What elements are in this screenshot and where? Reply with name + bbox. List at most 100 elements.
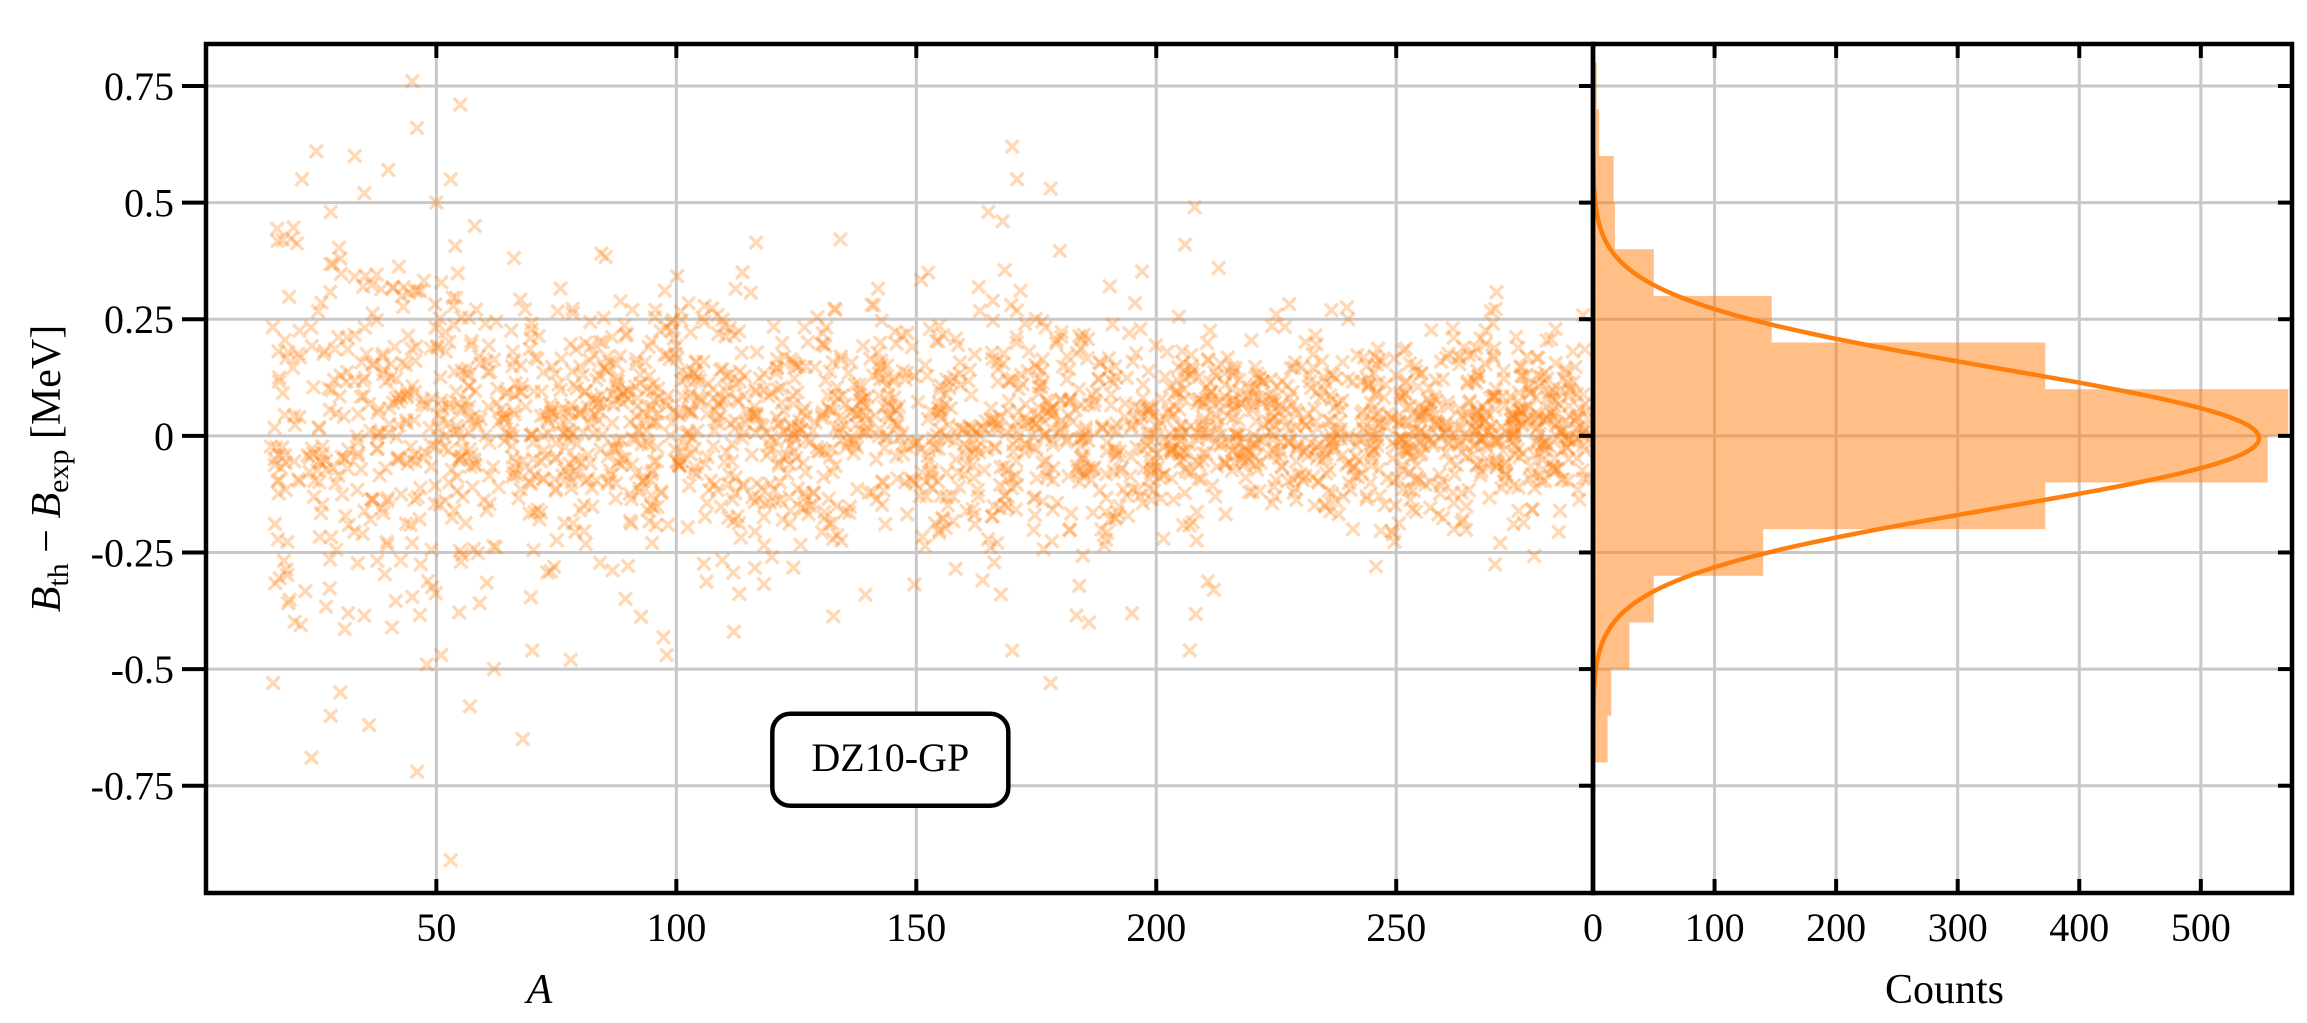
scatter-point [1268, 378, 1285, 395]
scatter-point [452, 543, 468, 559]
scatter-point [1300, 447, 1316, 464]
scatter-point [539, 564, 556, 581]
scatter-point [318, 461, 335, 477]
scatter-point [309, 462, 326, 479]
scatter-point [1239, 442, 1256, 458]
scatter-point [1280, 473, 1296, 489]
scatter-point [381, 416, 398, 432]
scatter-point [1480, 423, 1496, 439]
scatter-point [829, 498, 845, 514]
scatter-point [1408, 457, 1425, 474]
scatter-point [1459, 429, 1476, 446]
scatter-point [1402, 492, 1418, 508]
scatter-point [379, 493, 395, 509]
scatter-point [770, 381, 786, 398]
scatter-point [548, 435, 564, 451]
scatter-point [1371, 416, 1387, 432]
scatter-point [680, 519, 696, 535]
scatter-point [1171, 385, 1187, 401]
scatter-point [933, 410, 950, 427]
scatter-point [1200, 573, 1216, 590]
scatter-point [772, 492, 788, 508]
scatter-point [275, 385, 291, 401]
scatter-point [283, 231, 299, 247]
scatter-point [1510, 441, 1526, 457]
scatter-point [1473, 463, 1490, 479]
scatter-point [1170, 372, 1186, 389]
scatter-point [453, 362, 470, 379]
scatter-point [1536, 412, 1552, 428]
scatter-point [291, 409, 308, 425]
scatter-point [1345, 521, 1361, 537]
scatter-point [1195, 452, 1211, 469]
scatter-point [1305, 469, 1321, 485]
scatter-point [674, 444, 690, 460]
scatter-point [1171, 401, 1188, 418]
scatter-point [941, 417, 957, 433]
scatter-point [1358, 488, 1375, 505]
scatter-point [1488, 458, 1505, 474]
scatter-point [504, 422, 520, 438]
scatter-point [1443, 426, 1459, 442]
scatter-point [1524, 466, 1540, 482]
scatter-point [913, 464, 930, 480]
scatter-point [391, 387, 407, 404]
scatter-point [400, 327, 416, 344]
scatter-point [815, 404, 831, 420]
scatter-point [1484, 347, 1501, 364]
scatter-point [957, 446, 974, 463]
scatter-point [820, 400, 837, 417]
scatter-point [1446, 521, 1462, 537]
scatter-point [1445, 484, 1461, 501]
scatter-point [925, 430, 941, 446]
scatter-point [1297, 418, 1314, 434]
scatter-point [1539, 370, 1555, 387]
scatter-point [274, 439, 290, 456]
scatter-point [270, 343, 287, 360]
scatter-point [421, 420, 438, 436]
scatter-point [304, 441, 320, 457]
scatter-point [972, 303, 988, 319]
scatter-point [992, 500, 1008, 517]
scatter-point [989, 535, 1006, 551]
scatter-point [922, 321, 938, 337]
y-tick-label: 0.75 [104, 64, 174, 109]
scatter-point [1286, 484, 1302, 501]
scatter-point [322, 551, 338, 568]
scatter-point [1121, 325, 1137, 341]
scatter-point [756, 537, 772, 553]
scatter-point [399, 387, 415, 403]
scatter-point [1552, 502, 1568, 519]
scatter-point [1541, 385, 1557, 401]
scatter-point [529, 351, 546, 368]
scatter-point [700, 376, 716, 392]
scatter-point [1182, 418, 1199, 434]
scatter-point [496, 411, 512, 428]
scatter-point [1370, 405, 1387, 421]
scatter-point [1157, 431, 1173, 447]
scatter-point [1065, 413, 1081, 430]
scatter-point [1468, 457, 1485, 474]
scatter-point [1508, 329, 1524, 345]
scatter-point [997, 262, 1013, 278]
scatter-point [390, 449, 406, 466]
scatter-point [669, 351, 685, 367]
scatter-point [448, 290, 465, 306]
scatter-point [1371, 374, 1387, 391]
scatter-point [1277, 319, 1293, 335]
scatter-point [350, 555, 366, 571]
scatter-point [1132, 488, 1148, 504]
scatter-point [668, 453, 685, 470]
scatter-point [1401, 440, 1417, 457]
scatter-point [479, 502, 495, 518]
scatter-point [593, 387, 610, 403]
scatter-point [618, 326, 635, 342]
scatter-point [958, 503, 975, 519]
scatter-point [681, 401, 697, 418]
scatter-point [1523, 384, 1539, 400]
scatter-point [1497, 397, 1514, 414]
scatter-point [646, 453, 662, 470]
scatter-point [604, 562, 621, 579]
scatter-point [960, 373, 976, 389]
scatter-point [1127, 399, 1143, 415]
